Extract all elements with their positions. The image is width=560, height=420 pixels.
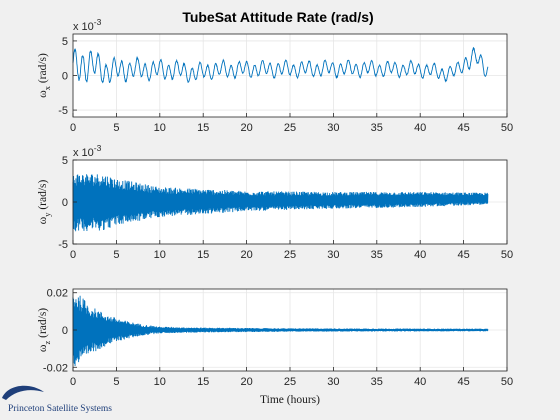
x-axis-label: Time (hours) xyxy=(260,394,320,406)
y-tick-label: 0 xyxy=(62,325,68,337)
series-line-x xyxy=(72,46,489,84)
x-tick-label: 10 xyxy=(154,249,166,261)
y-tick-label: -5 xyxy=(58,239,68,251)
x-tick-label: 45 xyxy=(457,122,469,134)
x-tick-label: 15 xyxy=(197,122,209,134)
x-tick-label: 5 xyxy=(113,376,119,388)
x-tick-label: 15 xyxy=(197,249,209,261)
y-tick-label: 0 xyxy=(62,197,68,209)
x-tick-label: 40 xyxy=(414,249,426,261)
x-tick-label: 10 xyxy=(154,122,166,134)
x-tick-label: 25 xyxy=(284,122,296,134)
x-tick-label: 20 xyxy=(240,249,252,261)
y-tick-label: 0 xyxy=(62,71,68,83)
series-line-y xyxy=(72,174,489,232)
x-tick-label: 50 xyxy=(501,122,513,134)
x-tick-label: 50 xyxy=(501,376,513,388)
x-tick-label: 0 xyxy=(70,122,76,134)
y-tick-label: 0.02 xyxy=(47,288,68,300)
y-axis-label: ωy (rad/s) xyxy=(37,179,52,224)
x-tick-label: 25 xyxy=(284,249,296,261)
x-tick-label: 45 xyxy=(457,376,469,388)
x-tick-label: 50 xyxy=(501,249,513,261)
x-tick-label: 30 xyxy=(327,122,339,134)
x-tick-label: 0 xyxy=(70,249,76,261)
x-tick-label: 5 xyxy=(113,249,119,261)
y-tick-label: 5 xyxy=(62,155,68,167)
company-logo: Princeton Satellite Systems xyxy=(2,385,112,414)
x-tick-label: 5 xyxy=(113,122,119,134)
logo-swoosh-icon xyxy=(2,385,44,400)
x-tick-label: 20 xyxy=(240,122,252,134)
y-tick-label: -0.02 xyxy=(43,362,68,374)
x-tick-label: 15 xyxy=(197,376,209,388)
x-tick-label: 20 xyxy=(240,376,252,388)
y-tick-label: -5 xyxy=(58,105,68,117)
series-line-z xyxy=(72,295,489,367)
x-tick-label: 45 xyxy=(457,249,469,261)
x-tick-label: 35 xyxy=(371,249,383,261)
x-tick-label: 30 xyxy=(327,376,339,388)
y-exponent-label: x 10-3 xyxy=(73,143,102,159)
x-tick-label: 40 xyxy=(414,376,426,388)
logo-text: Princeton Satellite Systems xyxy=(8,404,112,414)
x-tick-label: 35 xyxy=(371,376,383,388)
x-tick-label: 30 xyxy=(327,249,339,261)
x-tick-label: 35 xyxy=(371,122,383,134)
chart-title: TubeSat Attitude Rate (rad/s) xyxy=(182,9,373,25)
x-tick-label: 40 xyxy=(414,122,426,134)
y-axis-label: ωx (rad/s) xyxy=(37,53,52,98)
y-tick-label: 5 xyxy=(62,36,68,48)
y-axis-label: ωz (rad/s) xyxy=(37,308,52,352)
y-exponent-label: x 10-3 xyxy=(73,17,102,33)
x-tick-label: 0 xyxy=(70,376,76,388)
x-tick-label: 25 xyxy=(284,376,296,388)
x-tick-label: 10 xyxy=(154,376,166,388)
